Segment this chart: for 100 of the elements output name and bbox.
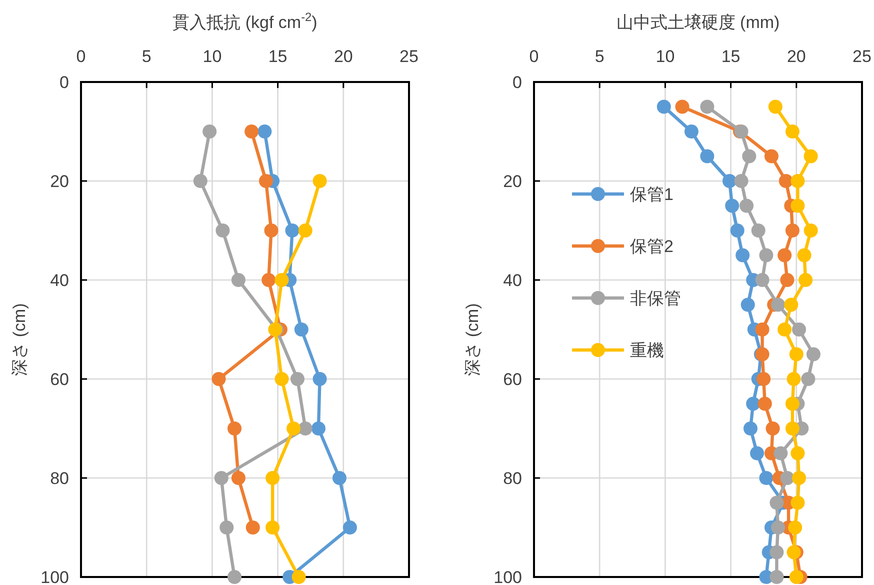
- point: [768, 100, 782, 114]
- point: [750, 446, 764, 460]
- point: [755, 273, 770, 287]
- point: [742, 149, 756, 164]
- point: [788, 520, 802, 534]
- point: [294, 322, 308, 336]
- point: [785, 124, 800, 138]
- y-tick-label: 20: [50, 172, 69, 191]
- x-tick-label: 0: [76, 47, 86, 66]
- point: [700, 100, 714, 114]
- y-axis-title: 深さ (cm): [10, 303, 29, 376]
- x-tick-label: 25: [852, 47, 872, 66]
- x-axis-title: 山中式土壌硬度 (mm): [616, 13, 780, 32]
- point: [220, 520, 234, 534]
- point: [332, 471, 346, 485]
- point: [758, 396, 772, 411]
- x-tick-label: 15: [721, 47, 740, 66]
- point: [722, 174, 736, 188]
- y-tick-label: 0: [512, 73, 522, 92]
- point: [797, 248, 812, 262]
- point: [231, 273, 246, 287]
- legend-label: 保管2: [630, 237, 674, 256]
- point: [790, 198, 805, 213]
- point: [740, 198, 754, 213]
- point: [780, 471, 794, 485]
- point: [751, 224, 766, 238]
- point: [792, 322, 806, 336]
- point: [780, 273, 794, 287]
- point: [246, 520, 260, 534]
- point: [244, 124, 259, 138]
- y-tick-label: 40: [50, 271, 69, 290]
- x-tick-label: 25: [400, 47, 418, 66]
- point: [730, 224, 744, 238]
- point: [312, 372, 327, 386]
- y-axis-title: 深さ (cm): [463, 303, 482, 376]
- point: [778, 322, 792, 336]
- point: [292, 570, 306, 584]
- point: [656, 100, 671, 114]
- point: [258, 174, 273, 188]
- point: [785, 422, 800, 436]
- legend-label: 非保管: [630, 289, 681, 308]
- point: [684, 124, 698, 138]
- y-tick-label: 40: [503, 271, 522, 290]
- point: [274, 273, 289, 287]
- point: [274, 372, 289, 386]
- point: [228, 570, 242, 584]
- point: [790, 174, 805, 188]
- point: [790, 446, 805, 460]
- y-tick-label: 60: [503, 370, 522, 389]
- y-tick-label: 80: [50, 469, 69, 488]
- x-tick-label: 5: [142, 47, 152, 66]
- point: [790, 496, 805, 510]
- point: [342, 520, 357, 534]
- point: [771, 520, 786, 534]
- point: [766, 422, 780, 436]
- point: [786, 545, 801, 560]
- point: [312, 174, 327, 188]
- point: [736, 248, 750, 262]
- y-tick-label: 0: [60, 73, 69, 92]
- x-tick-label: 10: [202, 47, 222, 66]
- point: [212, 372, 226, 386]
- point: [804, 149, 818, 164]
- point: [216, 224, 230, 238]
- point: [675, 100, 690, 114]
- point: [770, 545, 784, 560]
- point: [746, 396, 760, 411]
- point: [774, 446, 788, 460]
- point: [214, 471, 228, 485]
- point: [771, 298, 786, 312]
- point: [202, 124, 217, 138]
- legend-label: 保管1: [630, 185, 674, 204]
- point: [700, 149, 714, 164]
- point: [725, 198, 740, 213]
- point: [734, 174, 748, 188]
- point: [755, 322, 770, 336]
- point: [290, 372, 304, 386]
- point: [798, 273, 813, 287]
- x-tick-label: 5: [594, 47, 604, 66]
- point: [789, 570, 804, 584]
- x-axis-title: 貫入抵抗 (kgf cm$^{-2}$): [172, 10, 318, 32]
- point: [785, 224, 800, 238]
- point: [801, 372, 816, 386]
- point: [743, 422, 758, 436]
- point: [792, 471, 806, 485]
- legend-label: 重機: [630, 341, 664, 360]
- point: [786, 372, 801, 386]
- point: [770, 570, 784, 584]
- point: [231, 471, 246, 485]
- point: [193, 174, 208, 188]
- point: [266, 520, 280, 534]
- point: [740, 298, 755, 312]
- x-tick-label: 0: [529, 47, 539, 66]
- point: [759, 248, 774, 262]
- y-tick-label: 60: [50, 370, 69, 389]
- y-tick-label: 20: [503, 172, 522, 191]
- x-tick-label: 10: [656, 47, 675, 66]
- point: [759, 471, 774, 485]
- point: [262, 273, 276, 287]
- point: [789, 347, 804, 362]
- point: [298, 224, 312, 238]
